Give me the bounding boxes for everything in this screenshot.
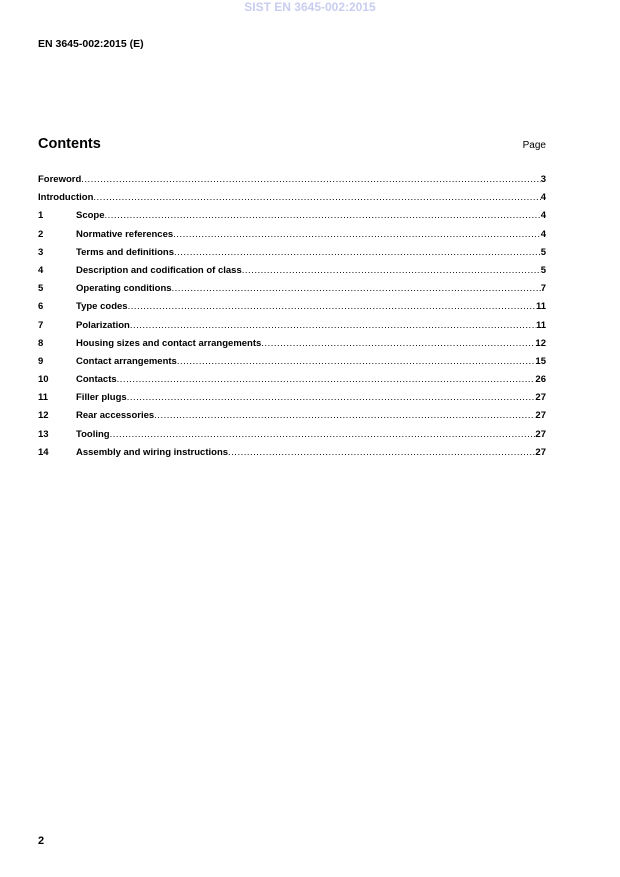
toc-entry-label: Housing sizes and contact arrangements <box>76 337 262 349</box>
toc-entry[interactable]: 12 Rear accessories 27 <box>38 410 546 428</box>
toc-entry[interactable]: 1 Scope 4 <box>38 210 546 228</box>
toc-entry-page: 11 <box>535 319 546 331</box>
contents-title: Contents <box>38 136 101 152</box>
dot-leader <box>173 229 541 240</box>
toc-entry-page: 4 <box>540 210 546 222</box>
toc-entry-page: 26 <box>535 374 546 386</box>
toc-entry-page: 7 <box>540 283 546 295</box>
toc-entry[interactable]: 5 Operating conditions 7 <box>38 283 546 301</box>
toc-entry-label: Terms and definitions <box>76 246 175 258</box>
page-column-label: Page <box>522 140 546 151</box>
toc-entry-label: Operating conditions <box>76 283 172 295</box>
toc-entry-label: Scope <box>76 210 105 222</box>
toc-entry-label: Polarization <box>76 319 130 331</box>
toc-entry-page: 27 <box>535 410 546 422</box>
toc-entry-label: Contacts <box>76 374 117 386</box>
toc-entry-number: 2 <box>38 228 44 240</box>
toc-entry-number: 8 <box>38 337 44 349</box>
document-id: EN 3645-002:2015 (E) <box>38 38 144 50</box>
toc-entry-page: 12 <box>535 337 546 349</box>
dot-leader <box>172 283 541 294</box>
toc-entry-page: 4 <box>540 192 546 204</box>
page-number: 2 <box>38 835 45 847</box>
toc-entry[interactable]: Foreword 3 <box>38 174 546 192</box>
toc-entry[interactable]: 2 Normative references 4 <box>38 229 546 247</box>
dot-leader <box>93 192 540 203</box>
toc-entry[interactable]: 13 Tooling 27 <box>38 429 546 447</box>
table-of-contents: Foreword 3 Introduction 4 1 Scope 4 2 Normative … <box>38 174 546 465</box>
dot-leader <box>228 447 535 458</box>
toc-entry-number: 6 <box>38 301 44 313</box>
toc-entry[interactable]: 8 Housing sizes and contact arrangements 1… <box>38 338 546 356</box>
toc-entry-number: 12 <box>38 410 49 422</box>
toc-entry[interactable]: 11 Filler plugs 27 <box>38 392 546 410</box>
toc-entry-label: Tooling <box>76 428 110 440</box>
toc-entry-label: Description and codification of class <box>76 264 242 276</box>
dot-leader <box>105 210 541 221</box>
toc-entry-number: 14 <box>38 446 49 458</box>
toc-entry-page: 3 <box>540 174 546 185</box>
toc-entry-page: 4 <box>540 228 546 240</box>
dot-leader <box>154 410 535 421</box>
toc-entry[interactable]: Introduction 4 <box>38 192 546 210</box>
dot-leader <box>130 320 536 331</box>
toc-entry-label: Normative references <box>76 228 174 240</box>
toc-entry-page: 15 <box>535 355 546 367</box>
toc-entry-page: 5 <box>540 264 546 276</box>
dot-leader <box>174 247 541 258</box>
toc-entry[interactable]: 3 Terms and definitions 5 <box>38 247 546 265</box>
dot-leader <box>110 429 536 440</box>
toc-entry[interactable]: 6 Type codes 11 <box>38 301 546 319</box>
toc-entry-label: Filler plugs <box>76 392 127 404</box>
watermark: SIST EN 3645-002:2015 <box>244 0 376 14</box>
toc-entry[interactable]: 10 Contacts 26 <box>38 374 546 392</box>
dot-leader <box>81 174 540 185</box>
toc-entry-number: 9 <box>38 355 44 367</box>
toc-entry-number: 7 <box>38 319 44 331</box>
toc-entry-number: 4 <box>38 264 44 276</box>
dot-leader <box>128 301 536 312</box>
toc-entry-page: 27 <box>535 392 546 404</box>
toc-entry-label: Foreword <box>38 174 82 185</box>
toc-entry-page: 5 <box>540 246 546 258</box>
toc-entry-number: 1 <box>38 210 44 222</box>
toc-entry[interactable]: 9 Contact arrangements 15 <box>38 356 546 374</box>
toc-entry[interactable]: 7 Polarization 11 <box>38 320 546 338</box>
dot-leader <box>177 356 536 367</box>
toc-entry[interactable]: 14 Assembly and wiring instructions 27 <box>38 447 546 465</box>
toc-entry[interactable]: 4 Description and codification of class 5 <box>38 265 546 283</box>
toc-entry-label: Type codes <box>76 301 128 313</box>
toc-entry-page: 27 <box>535 446 546 458</box>
toc-entry-label: Rear accessories <box>76 410 155 422</box>
toc-entry-number: 3 <box>38 246 44 258</box>
toc-entry-page: 11 <box>535 301 546 313</box>
toc-entry-number: 11 <box>38 392 49 404</box>
toc-entry-label: Assembly and wiring instructions <box>76 446 229 458</box>
dot-leader <box>261 338 535 349</box>
dot-leader <box>242 265 541 276</box>
dot-leader <box>127 392 536 403</box>
toc-entry-label: Contact arrangements <box>76 355 177 367</box>
toc-entry-number: 5 <box>38 283 44 295</box>
toc-entry-label: Introduction <box>38 192 94 204</box>
dot-leader <box>117 374 536 385</box>
toc-entry-page: 27 <box>535 428 546 440</box>
toc-entry-number: 13 <box>38 428 49 440</box>
toc-entry-number: 10 <box>38 374 49 386</box>
